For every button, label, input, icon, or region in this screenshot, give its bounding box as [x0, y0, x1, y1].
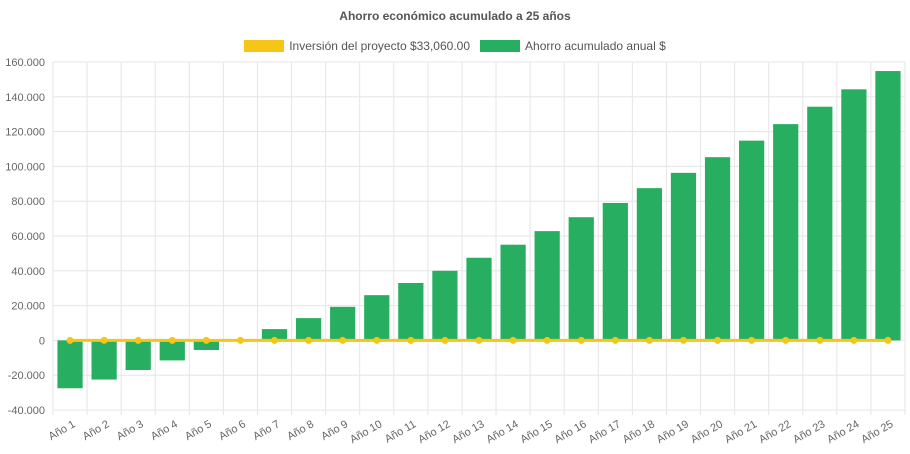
y-tick-label: 0 — [39, 335, 45, 347]
x-tick-label: Año 25 — [859, 418, 895, 446]
y-tick-label: 140.000 — [5, 92, 45, 104]
point-inversion — [475, 336, 483, 344]
bar-ahorro — [568, 217, 594, 341]
x-tick-label: Año 22 — [757, 418, 793, 446]
bar-ahorro — [636, 188, 663, 341]
point-inversion — [134, 336, 142, 344]
x-tick-label: Año 6 — [217, 418, 248, 443]
legend-swatch-ahorro — [480, 40, 521, 52]
point-inversion — [100, 336, 108, 344]
point-inversion — [884, 336, 892, 344]
y-tick-label: 100.000 — [5, 161, 45, 173]
x-tick-label: Año 3 — [115, 418, 146, 443]
point-inversion — [509, 336, 517, 344]
chart-legend: Inversión del proyecto $33,060.00 Ahorro… — [0, 39, 910, 53]
x-tick-label: Año 2 — [81, 418, 112, 443]
x-tick-label: Año 17 — [587, 418, 623, 446]
y-tick-label: 40.000 — [11, 266, 45, 278]
bar-ahorro — [704, 157, 731, 341]
bar-ahorro — [125, 340, 151, 370]
point-inversion — [373, 336, 381, 344]
bar-ahorro — [193, 340, 219, 350]
bar-ahorro — [398, 282, 424, 341]
x-tick-label: Año 7 — [251, 418, 282, 443]
point-inversion — [202, 336, 210, 344]
point-inversion — [816, 336, 824, 344]
x-tick-label: Año 20 — [689, 418, 725, 446]
point-inversion — [645, 336, 653, 344]
point-inversion — [271, 336, 279, 344]
bar-ahorro — [330, 306, 356, 341]
x-tick-label: Año 12 — [416, 418, 452, 446]
bar-ahorro — [739, 140, 765, 341]
bar-ahorro — [807, 106, 833, 341]
bar-ahorro — [159, 340, 185, 361]
bar-ahorro — [534, 231, 560, 341]
x-tick-label: Año 19 — [655, 418, 691, 446]
legend-swatch-inversion — [244, 40, 285, 52]
point-inversion — [748, 336, 756, 344]
y-tick-label: 20.000 — [11, 301, 45, 313]
point-inversion — [577, 336, 585, 344]
x-tick-label: Año 15 — [518, 418, 554, 446]
bar-ahorro — [432, 270, 458, 341]
x-tick-label: Año 13 — [450, 418, 486, 446]
x-tick-label: Año 21 — [723, 418, 759, 446]
chart-title: Ahorro económico acumulado a 25 años — [339, 9, 571, 23]
x-tick-label: Año 14 — [484, 418, 520, 446]
bar-ahorro — [500, 244, 526, 341]
x-tick-label: Año 10 — [348, 418, 384, 446]
bar-ahorro — [466, 257, 492, 341]
bar-ahorro — [261, 329, 288, 341]
point-inversion — [305, 336, 313, 344]
point-inversion — [339, 336, 347, 344]
y-tick-label: 160.000 — [5, 57, 45, 69]
y-tick-label: 80.000 — [11, 196, 45, 208]
point-inversion — [850, 336, 858, 344]
y-tick-label: -40.000 — [8, 405, 45, 417]
bar-ahorro — [773, 124, 799, 341]
point-inversion — [714, 336, 722, 344]
point-inversion — [66, 336, 74, 344]
x-tick-label: Año 5 — [183, 418, 214, 443]
y-tick-label: -20.000 — [8, 370, 45, 382]
legend-label-ahorro: Ahorro acumulado anual $ — [525, 39, 666, 53]
point-inversion — [168, 336, 176, 344]
point-inversion — [441, 336, 449, 344]
point-inversion — [782, 336, 790, 344]
x-tick-label: Año 11 — [383, 418, 418, 445]
y-tick-label: 120.000 — [5, 127, 45, 139]
x-tick-label: Año 23 — [791, 418, 827, 446]
legend-item-inversion[interactable]: Inversión del proyecto $33,060.00 — [244, 39, 470, 53]
bar-ahorro — [670, 172, 697, 341]
x-tick-label: Año 9 — [319, 418, 350, 443]
bar-ahorro — [602, 202, 628, 341]
point-inversion — [611, 336, 619, 344]
y-tick-label: 60.000 — [11, 231, 45, 243]
x-tick-label: Año 4 — [149, 418, 180, 443]
x-tick-label: Año 16 — [553, 418, 589, 446]
point-inversion — [407, 336, 415, 344]
x-tick-label: Año 18 — [621, 418, 657, 446]
point-inversion — [236, 336, 244, 344]
bar-ahorro — [841, 89, 867, 341]
bar-ahorro — [91, 340, 117, 380]
bar-ahorro — [57, 340, 83, 389]
bar-ahorro — [364, 295, 390, 341]
legend-label-inversion: Inversión del proyecto $33,060.00 — [289, 39, 471, 53]
bar-ahorro — [295, 318, 322, 341]
point-inversion — [679, 336, 687, 344]
x-tick-label: Año 1 — [47, 418, 78, 443]
x-tick-label: Año 8 — [285, 418, 316, 443]
bar-ahorro — [875, 71, 901, 341]
point-inversion — [543, 336, 551, 344]
legend-item-ahorro[interactable]: Ahorro acumulado anual $ — [480, 39, 666, 53]
x-tick-label: Año 24 — [825, 418, 861, 446]
